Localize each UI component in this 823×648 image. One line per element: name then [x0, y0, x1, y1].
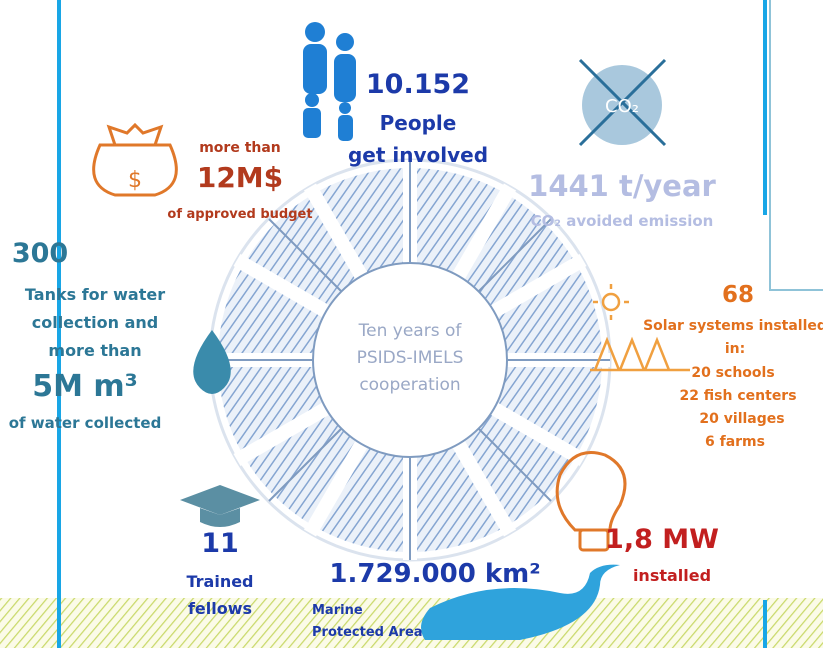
solar-line: Solar systems installed [643, 318, 823, 334]
budget-number: 12M$ [197, 161, 283, 194]
water-group: 300 Tanks for water collection and more … [9, 238, 166, 432]
marine-number: 1.729.000 km² [329, 559, 540, 589]
center-line: PSIDS-IMELS [357, 348, 464, 368]
marine-line: Protected Area [312, 625, 423, 640]
center-line: Ten years of [358, 321, 463, 341]
co2-icon-text: CO₂ [605, 96, 639, 117]
solar-line: 22 fish centers [679, 388, 796, 404]
people-line: get involved [348, 143, 488, 167]
fellows-line: Trained [186, 572, 253, 591]
fellows-line: fellows [188, 599, 252, 618]
water-volume: 5M m³ [32, 369, 138, 404]
co2-icon: CO₂ [580, 60, 665, 145]
budget-icon: $ [94, 125, 177, 195]
power-label: installed [633, 566, 711, 585]
solar-group: 68 Solar systems installed in: 20 school… [643, 282, 823, 450]
center-text: Ten years of PSIDS-IMELS cooperation [357, 321, 464, 395]
water-tail: of water collected [9, 414, 162, 432]
people-group: 10.152 People get involved [348, 69, 488, 167]
people-line: People [380, 111, 457, 135]
cap-icon [180, 485, 260, 527]
people-icon [303, 22, 356, 141]
water-number: 300 [12, 238, 68, 269]
emission-label: CO₂ avoided emission [531, 212, 714, 230]
emission-number: 1441 t/year [528, 169, 716, 203]
solar-line: 20 schools [691, 365, 774, 381]
budget-icon-text: $ [128, 168, 142, 193]
solar-number: 68 [722, 282, 754, 308]
center-line: cooperation [359, 375, 460, 395]
people-number: 10.152 [366, 69, 470, 100]
solar-line: 6 farms [705, 434, 765, 450]
marine-line: Marine [312, 603, 363, 618]
solar-line: in: [725, 341, 745, 357]
fellows-number: 11 [201, 528, 239, 559]
fellows-group: 11 Trained fellows [186, 528, 253, 618]
infographic: Ten years of PSIDS-IMELS cooperation 10.… [0, 0, 823, 648]
budget-line: of approved budget [167, 207, 312, 222]
budget-group: more than 12M$ of approved budget [167, 140, 312, 222]
water-line: Tanks for water [25, 285, 165, 304]
water-line: more than [48, 341, 141, 360]
budget-line: more than [199, 140, 281, 156]
water-line: collection and [32, 313, 159, 332]
power-number: 1,8 MW [605, 524, 719, 555]
solar-line: 20 villages [699, 411, 784, 427]
